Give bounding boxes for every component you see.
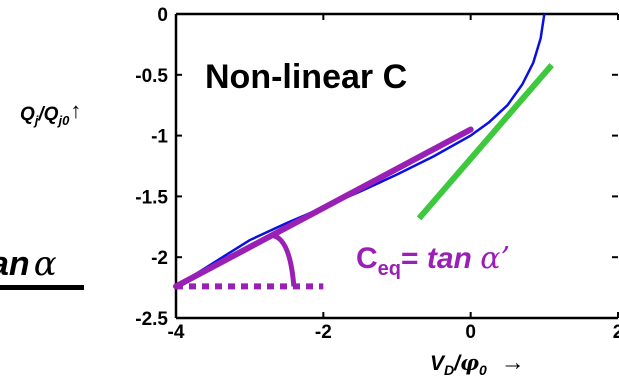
left-partial-alpha: α xyxy=(34,244,57,284)
y-tick-label: 0 xyxy=(157,5,168,26)
y-tick-labels: 0 -0.5 -1 -1.5 -2 -2.5 xyxy=(135,5,168,330)
angle-arc xyxy=(271,232,297,287)
y-tick-label: -0.5 xyxy=(135,66,168,87)
x-tick-label: 2 xyxy=(613,322,619,343)
x-tick-label: 0 xyxy=(465,322,476,343)
ceq-annotation: Ceq= tan α’ xyxy=(356,241,510,280)
x-axis-label: VD/φ0 → xyxy=(430,349,525,378)
y-axis-label: Qj/Qj0↑ xyxy=(20,98,81,128)
x-tick-labels: -4 -2 0 2 xyxy=(168,322,619,343)
chord-line xyxy=(173,126,474,290)
left-partial-text: anα xyxy=(0,244,57,284)
y-tick-label: -2.5 xyxy=(135,309,168,330)
left-underline xyxy=(0,285,84,290)
y-tick-label: -2 xyxy=(151,248,168,269)
y-axis-arrow: ↑ xyxy=(70,98,81,123)
data-marks xyxy=(173,13,554,290)
y-tick-label: -1 xyxy=(151,127,168,148)
x-tick-label: -2 xyxy=(315,322,332,343)
x-tick-label: -4 xyxy=(168,322,185,343)
tangent-line xyxy=(416,63,554,221)
tick-marks xyxy=(175,13,619,319)
x-axis-arrow: → xyxy=(501,349,525,376)
y-tick-label: -1.5 xyxy=(135,187,168,208)
capacitance-curve xyxy=(175,13,546,288)
chart-title: Non-linear C xyxy=(205,58,407,96)
